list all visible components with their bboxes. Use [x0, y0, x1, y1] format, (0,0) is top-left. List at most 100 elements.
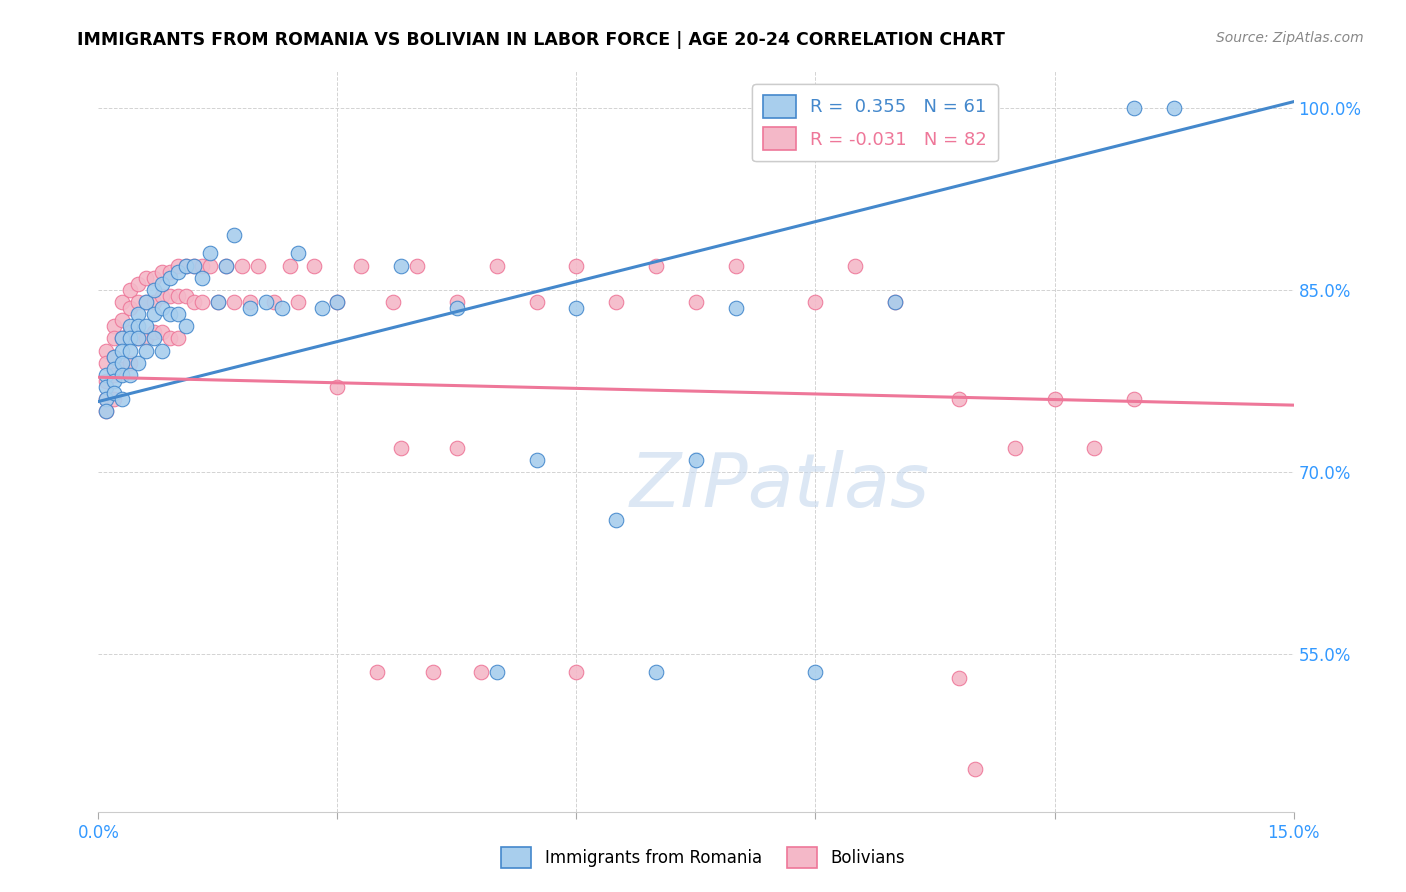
- Point: [127, 319, 149, 334]
- Point: [326, 295, 349, 310]
- Point: [605, 295, 627, 310]
- Point: [103, 386, 125, 401]
- Point: [446, 441, 468, 455]
- Point: [287, 295, 309, 310]
- Point: [111, 331, 134, 345]
- Point: [605, 513, 627, 527]
- Point: [96, 404, 118, 418]
- Point: [191, 270, 214, 285]
- Point: [96, 380, 118, 394]
- Point: [111, 361, 134, 376]
- Point: [389, 441, 412, 455]
- Point: [422, 665, 444, 680]
- Point: [143, 331, 166, 345]
- Point: [1163, 101, 1185, 115]
- Point: [111, 343, 134, 358]
- Point: [96, 374, 118, 388]
- Point: [103, 331, 125, 345]
- Point: [96, 392, 118, 406]
- Point: [111, 331, 134, 345]
- Point: [167, 289, 190, 303]
- Point: [406, 259, 429, 273]
- Point: [143, 270, 166, 285]
- Point: [326, 295, 349, 310]
- Legend: R =  0.355   N = 61, R = -0.031   N = 82: R = 0.355 N = 61, R = -0.031 N = 82: [752, 84, 998, 161]
- Point: [263, 295, 285, 310]
- Point: [287, 246, 309, 260]
- Point: [143, 295, 166, 310]
- Point: [526, 452, 548, 467]
- Point: [366, 665, 388, 680]
- Point: [884, 295, 907, 310]
- Point: [135, 319, 157, 334]
- Point: [150, 265, 173, 279]
- Point: [191, 259, 214, 273]
- Point: [135, 295, 157, 310]
- Point: [724, 301, 747, 315]
- Point: [167, 307, 190, 321]
- Point: [120, 283, 142, 297]
- Point: [143, 326, 166, 340]
- Point: [120, 326, 142, 340]
- Legend: Immigrants from Romania, Bolivians: Immigrants from Romania, Bolivians: [495, 840, 911, 875]
- Point: [159, 270, 181, 285]
- Point: [215, 259, 238, 273]
- Point: [150, 343, 173, 358]
- Point: [311, 301, 333, 315]
- Point: [150, 301, 173, 315]
- Point: [120, 356, 142, 370]
- Point: [111, 392, 134, 406]
- Point: [167, 331, 190, 345]
- Point: [103, 392, 125, 406]
- Point: [446, 295, 468, 310]
- Point: [167, 265, 190, 279]
- Point: [724, 259, 747, 273]
- Point: [1123, 101, 1146, 115]
- Text: IMMIGRANTS FROM ROMANIA VS BOLIVIAN IN LABOR FORCE | AGE 20-24 CORRELATION CHART: IMMIGRANTS FROM ROMANIA VS BOLIVIAN IN L…: [77, 31, 1005, 49]
- Point: [183, 259, 205, 273]
- Point: [150, 277, 173, 291]
- Point: [565, 259, 588, 273]
- Point: [103, 319, 125, 334]
- Point: [1043, 392, 1066, 406]
- Point: [111, 368, 134, 382]
- Point: [231, 259, 253, 273]
- Point: [948, 671, 970, 685]
- Point: [685, 295, 707, 310]
- Point: [382, 295, 405, 310]
- Point: [150, 326, 173, 340]
- Point: [143, 283, 166, 297]
- Point: [804, 295, 827, 310]
- Point: [350, 259, 373, 273]
- Point: [884, 295, 907, 310]
- Point: [207, 295, 229, 310]
- Point: [278, 259, 301, 273]
- Point: [159, 265, 181, 279]
- Point: [191, 295, 214, 310]
- Point: [96, 392, 118, 406]
- Point: [120, 301, 142, 315]
- Point: [948, 392, 970, 406]
- Point: [96, 343, 118, 358]
- Point: [120, 343, 142, 358]
- Point: [222, 295, 245, 310]
- Point: [167, 259, 190, 273]
- Point: [103, 350, 125, 364]
- Point: [96, 368, 118, 382]
- Point: [565, 665, 588, 680]
- Point: [111, 356, 134, 370]
- Point: [159, 331, 181, 345]
- Point: [127, 356, 149, 370]
- Point: [183, 295, 205, 310]
- Point: [526, 295, 548, 310]
- Point: [127, 331, 149, 345]
- Point: [127, 331, 149, 345]
- Text: ZIPatlas: ZIPatlas: [630, 450, 929, 522]
- Point: [685, 452, 707, 467]
- Point: [159, 307, 181, 321]
- Point: [485, 665, 508, 680]
- Point: [963, 762, 986, 776]
- Point: [135, 331, 157, 345]
- Point: [198, 246, 221, 260]
- Point: [645, 665, 668, 680]
